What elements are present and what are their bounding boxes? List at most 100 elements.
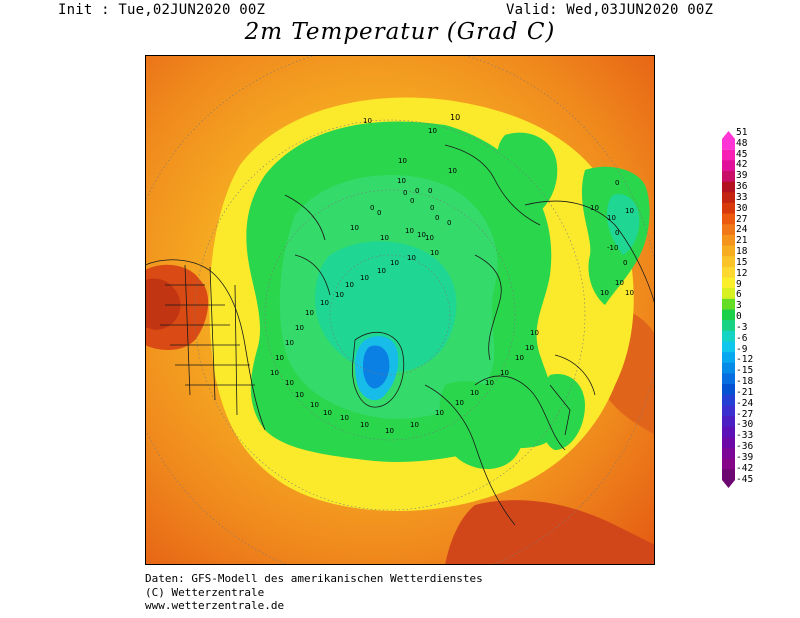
footer: Daten: GFS-Modell des amerikanischen Wet… — [145, 572, 483, 613]
colorbar-label: 18 — [736, 246, 748, 258]
colorbar-segment — [722, 458, 735, 470]
map-contour-value: 10 — [398, 157, 407, 165]
colorbar-label: 21 — [736, 235, 748, 247]
map-contour-value: 10 — [360, 274, 369, 282]
colorbar-segment — [722, 320, 735, 332]
central-arctic-cold — [315, 241, 457, 373]
map-contour-value: 10 — [425, 234, 434, 242]
colorbar-label: -3 — [736, 321, 748, 333]
colorbar-label: 51 — [736, 127, 748, 138]
colorbar-segment — [722, 245, 735, 257]
map-contour-value: 10 — [455, 399, 464, 407]
colorbar-segment — [722, 448, 735, 460]
map-contour-value: 10 — [448, 167, 457, 175]
temperature-colorbar — [722, 131, 735, 488]
footer-copyright: (C) Wetterzentrale — [145, 585, 265, 599]
map-contour-value: 10 — [320, 299, 329, 307]
map-contour-value: 10 — [377, 267, 386, 275]
init-time-label: Init : Tue,02JUN2020 00Z — [58, 2, 266, 18]
map-contour-value: 0 — [447, 219, 451, 227]
map-contour-value: 10 — [397, 177, 406, 185]
map-contour-value: 10 — [430, 249, 439, 257]
colorbar-segment — [722, 192, 735, 204]
map-contour-value: 0 — [377, 209, 381, 217]
colorbar-segment — [722, 352, 735, 364]
map-contour-value: 10 — [323, 409, 332, 417]
central-asia-teal — [607, 194, 640, 255]
map-contour-value: 10 — [345, 281, 354, 289]
map-contour-value: 10 — [285, 339, 294, 347]
map-contour-value: 10 — [525, 344, 534, 352]
colorbar-label: -18 — [736, 376, 754, 388]
colorbar-labels: 51 48 45 42 39 36 33 30 27 24 21 18 15 12 9 6 3 0 -3 -6 -9 -1… — [736, 128, 776, 498]
colorbar-segment — [722, 181, 735, 193]
map-contour-value: 10 — [615, 279, 624, 287]
footer-data-source: Daten: GFS-Modell des amerikanischen Wet… — [145, 572, 483, 585]
colorbar-segment — [722, 277, 735, 289]
colorbar-label: -33 — [736, 430, 754, 442]
colorbar-segment — [722, 288, 735, 300]
map-contour-value: 0 — [615, 229, 619, 237]
map-contour-value: 0 — [415, 187, 419, 195]
colorbar-segment — [722, 298, 735, 310]
map-contour-value: 10 — [530, 329, 539, 337]
western-us-core — [145, 278, 181, 330]
map-contour-value: 10 — [428, 127, 437, 135]
colorbar-label: -15 — [736, 365, 754, 377]
map-contour-value: 10 — [600, 289, 609, 297]
map-contour-value: 10 — [335, 291, 344, 299]
colorbar-segment — [722, 373, 735, 385]
map-contour-value: 10 — [285, 379, 294, 387]
colorbar-segment — [722, 437, 735, 449]
siberia-green — [496, 132, 558, 216]
map-contour-value: 10 — [407, 254, 416, 262]
map-contour-value: 10 — [305, 309, 314, 317]
colorbar-segment — [722, 224, 735, 236]
colorbar-label: -45 — [736, 473, 754, 485]
map-contour-value: 10 — [350, 224, 359, 232]
footer-url: www.wetterzentrale.de — [145, 599, 285, 612]
colorbar-segment — [722, 469, 735, 488]
colorbar-label: 42 — [736, 159, 748, 171]
map-contour-value: 10 — [385, 427, 394, 435]
colorbar-segment — [722, 213, 735, 225]
map-contour-value: 10 — [625, 207, 634, 215]
colorbar-segment — [722, 330, 735, 342]
colorbar-label: -30 — [736, 419, 754, 431]
colorbar-segment — [722, 405, 735, 417]
map-contour-value: 10 — [295, 391, 304, 399]
map-contour-value: 0 — [435, 214, 439, 222]
map-contour-value: 10 — [270, 369, 279, 377]
map-contour-value: 0 — [403, 189, 407, 197]
colorbar-label: 0 — [736, 311, 742, 323]
colorbar-label: 39 — [736, 170, 748, 182]
colorbar-segment — [722, 426, 735, 438]
colorbar-segment — [722, 416, 735, 428]
colorbar-label: 6 — [736, 289, 742, 301]
colorbar-label: 12 — [736, 267, 748, 279]
colorbar-label: 30 — [736, 202, 748, 214]
colorbar-segment — [722, 160, 735, 172]
colorbar-label: 3 — [736, 300, 742, 312]
map-contour-value: 10 — [625, 289, 634, 297]
europe-green — [439, 381, 524, 470]
colorbar-label: 27 — [736, 213, 748, 225]
map-contour-value: 10 — [295, 324, 304, 332]
map-contour-value: 0 — [430, 204, 434, 212]
map-contour-value: 10 — [390, 259, 399, 267]
map-title: 2m Temperatur (Grad C) — [244, 19, 556, 45]
map-contour-value: 10 — [485, 379, 494, 387]
valid-time-label: Valid: Wed,03JUN2020 00Z — [506, 2, 714, 18]
colorbar-label: -39 — [736, 451, 754, 463]
colorbar-segment — [722, 170, 735, 183]
colorbar-label: -36 — [736, 441, 754, 453]
map-contour-value: 10 — [515, 354, 524, 362]
colorbar-label: -9 — [736, 343, 748, 355]
map-contour-value: 10 — [590, 204, 599, 212]
map-contour-value: 10 — [435, 409, 444, 417]
map-contour-value: 10 — [405, 227, 414, 235]
colorbar-segment — [722, 131, 735, 150]
